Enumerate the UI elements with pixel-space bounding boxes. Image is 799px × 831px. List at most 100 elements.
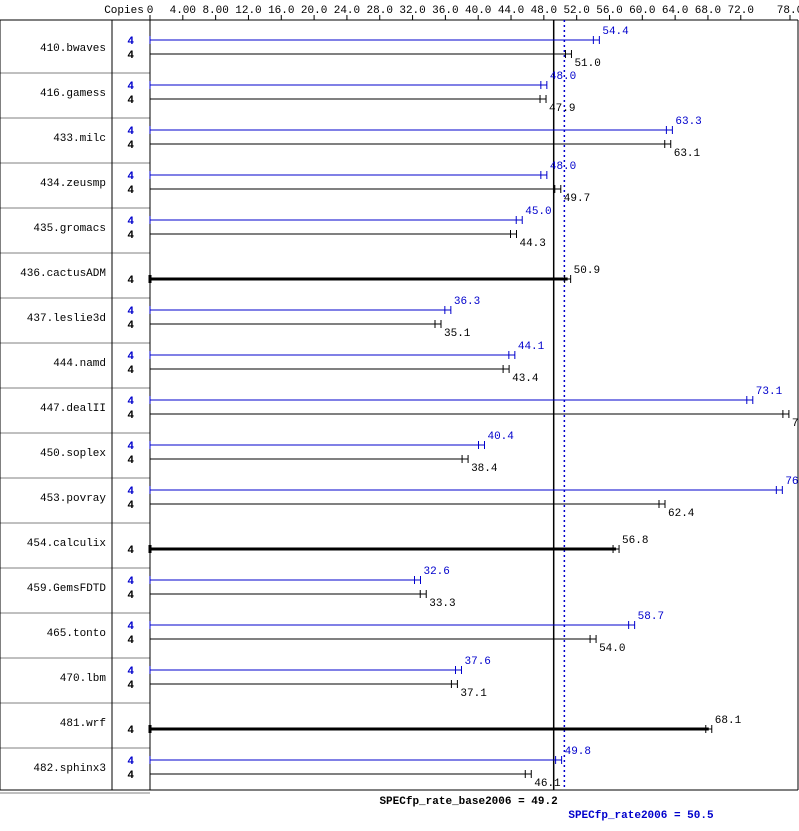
base-bar-value: 49.7 (564, 193, 590, 205)
x-tick-label: 72.0 (728, 5, 754, 17)
base-bar-value: 44.3 (519, 238, 545, 250)
base-bar-value: 46.1 (534, 778, 561, 790)
base-bar-value: 43.4 (512, 373, 539, 385)
x-tick-label: 16.0 (268, 5, 294, 17)
peak-bar-value: 54.4 (602, 26, 629, 38)
copies-peak: 4 (127, 621, 134, 633)
copies-base: 4 (127, 275, 134, 287)
peak-bar-value: 48.0 (550, 71, 576, 83)
benchmark-label: 453.povray (40, 493, 106, 505)
x-tick-label: 60.0 (629, 5, 655, 17)
base-bar-value: 63.1 (674, 148, 701, 160)
x-tick-label: 48.0 (531, 5, 557, 17)
peak-bar-value: 63.3 (675, 116, 701, 128)
copies-peak: 4 (127, 576, 134, 588)
base-bar-value: 50.9 (574, 265, 600, 277)
copies-base: 4 (127, 500, 134, 512)
base-bar-value: 62.4 (668, 508, 695, 520)
copies-header: Copies (104, 5, 144, 17)
peak-bar-value: 36.3 (454, 296, 480, 308)
peak-bar-value: 73.1 (756, 386, 783, 398)
base-bar-value: 37.1 (460, 688, 487, 700)
base-bar-value: 56.8 (622, 535, 648, 547)
benchmark-label: 482.sphinx3 (33, 763, 106, 775)
x-tick-label: 56.0 (596, 5, 622, 17)
copies-base: 4 (127, 635, 134, 647)
benchmark-label: 416.gamess (40, 88, 106, 100)
copies-peak: 4 (127, 396, 134, 408)
x-tick-label: 36.0 (432, 5, 458, 17)
x-tick-label: 8.00 (202, 5, 228, 17)
benchmark-label: 481.wrf (60, 718, 106, 730)
copies-base: 4 (127, 365, 134, 377)
x-tick-label: 52.0 (563, 5, 589, 17)
base-bar-value: 77.5 (792, 418, 799, 430)
copies-base: 4 (127, 95, 134, 107)
base-bar-value: 47.9 (549, 103, 575, 115)
copies-base: 4 (127, 185, 134, 197)
ref-peak-label: SPECfp_rate2006 = 50.5 (568, 810, 714, 822)
copies-base: 4 (127, 320, 134, 332)
x-tick-label: 4.00 (170, 5, 196, 17)
peak-bar-value: 49.8 (565, 746, 591, 758)
benchmark-label: 459.GemsFDTD (27, 583, 107, 595)
peak-bar-value: 32.6 (423, 566, 449, 578)
spec-benchmark-chart: 0 4.00 8.00 12.0 16.0 20.0 24.0 28.0 32.0 36.0 40.… (0, 0, 799, 831)
x-tick-label: 68.0 (695, 5, 721, 17)
x-tick-label: 78.0 (777, 5, 799, 17)
benchmark-label: 454.calculix (27, 538, 107, 550)
benchmark-label: 470.lbm (60, 673, 107, 685)
peak-bar-value: 44.1 (518, 341, 545, 353)
benchmark-label: 447.dealII (40, 403, 106, 415)
copies-base: 4 (127, 230, 134, 242)
peak-bar-value: 58.7 (638, 611, 664, 623)
benchmark-label: 436.cactusADM (20, 268, 106, 280)
x-tick-label: 0 (147, 5, 154, 17)
benchmark-label: 435.gromacs (33, 223, 106, 235)
copies-peak: 4 (127, 126, 134, 138)
copies-base: 4 (127, 680, 134, 692)
x-tick-label: 44.0 (498, 5, 524, 17)
copies-base: 4 (127, 590, 134, 602)
copies-peak: 4 (127, 441, 134, 453)
copies-base: 4 (127, 455, 134, 467)
benchmark-label: 437.leslie3d (27, 313, 106, 325)
copies-peak: 4 (127, 666, 134, 678)
copies-base: 4 (127, 545, 134, 557)
benchmark-label: 444.namd (53, 358, 106, 370)
benchmark-label: 433.milc (53, 133, 106, 145)
x-tick-label: 12.0 (235, 5, 261, 17)
benchmark-label: 465.tonto (47, 628, 106, 640)
copies-base: 4 (127, 770, 134, 782)
copies-peak: 4 (127, 486, 134, 498)
copies-peak: 4 (127, 171, 134, 183)
x-tick-label: 20.0 (301, 5, 327, 17)
peak-bar-value: 45.0 (525, 206, 551, 218)
copies-peak: 4 (127, 351, 134, 363)
base-bar-value: 54.0 (599, 643, 625, 655)
peak-bar-value: 76.7 (785, 476, 799, 488)
benchmark-label: 434.zeusmp (40, 178, 106, 190)
base-bar-value: 51.0 (574, 58, 600, 70)
x-tick-label: 24.0 (334, 5, 360, 17)
x-tick-label: 28.0 (367, 5, 393, 17)
base-bar-value: 38.4 (471, 463, 498, 475)
copies-peak: 4 (127, 36, 134, 48)
benchmark-label: 410.bwaves (40, 43, 106, 55)
base-bar-value: 33.3 (429, 598, 455, 610)
base-bar-value: 68.1 (715, 715, 742, 727)
copies-base: 4 (127, 140, 134, 152)
copies-base: 4 (127, 725, 134, 737)
x-tick-label: 32.0 (399, 5, 425, 17)
copies-peak: 4 (127, 756, 134, 768)
copies-peak: 4 (127, 216, 134, 228)
peak-bar-value: 40.4 (487, 431, 514, 443)
copies-base: 4 (127, 410, 134, 422)
ref-base-label: SPECfp_rate_base2006 = 49.2 (379, 796, 557, 808)
base-bar-value: 35.1 (444, 328, 471, 340)
copies-peak: 4 (127, 306, 134, 318)
copies-peak: 4 (127, 81, 134, 93)
copies-base: 4 (127, 50, 134, 62)
x-tick-label: 64.0 (662, 5, 688, 17)
x-tick-label: 40.0 (465, 5, 491, 17)
